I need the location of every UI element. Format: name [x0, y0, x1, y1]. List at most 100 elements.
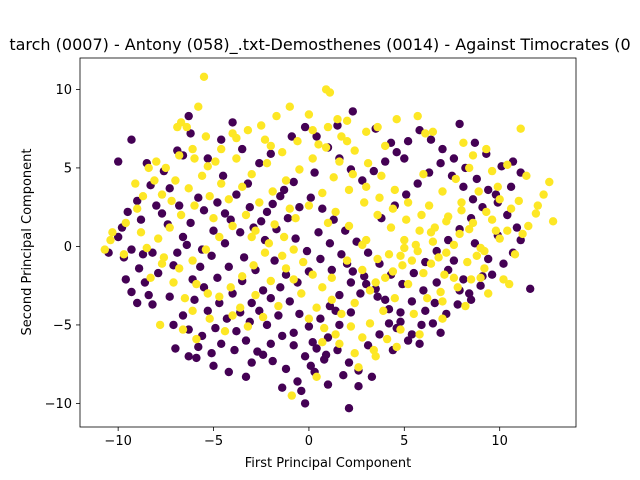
- scatter-point: [184, 184, 193, 193]
- scatter-point: [218, 171, 228, 180]
- scatter-point: [289, 245, 298, 254]
- scatter-point: [499, 275, 508, 284]
- scatter-point: [232, 190, 241, 199]
- scatter-point: [503, 226, 512, 235]
- scatter-point: [171, 344, 180, 353]
- scatter-point: [415, 226, 424, 235]
- scatter-point: [188, 144, 197, 154]
- scatter-point: [144, 290, 153, 300]
- scatter-point: [512, 223, 522, 232]
- scatter-point: [304, 201, 314, 210]
- scatter-point: [476, 273, 485, 282]
- scatter-point: [165, 184, 174, 193]
- scatter-point: [312, 132, 321, 141]
- scatter-point: [442, 217, 451, 226]
- scatter-point: [127, 135, 136, 144]
- scatter-point: [398, 261, 407, 270]
- scatter-point: [409, 309, 418, 319]
- scatter-point: [415, 330, 424, 339]
- scatter-point: [360, 272, 369, 281]
- scatter-point: [209, 361, 218, 370]
- scatter-point: [449, 154, 459, 163]
- scatter-point: [396, 308, 405, 317]
- scatter-point: [367, 372, 377, 381]
- scatter-point: [402, 190, 411, 199]
- scatter-point: [350, 298, 359, 308]
- scatter-point: [545, 177, 554, 187]
- scatter-point: [350, 349, 359, 358]
- scatter-point: [190, 154, 199, 163]
- scatter-point: [465, 289, 474, 298]
- scatter-point: [144, 163, 153, 173]
- scatter-point: [459, 182, 468, 191]
- scatter-point: [348, 267, 357, 276]
- scatter-point: [180, 294, 190, 303]
- scatter-point: [453, 300, 462, 309]
- points-layer: [100, 72, 558, 413]
- scatter-point: [358, 176, 367, 185]
- scatter-point: [134, 264, 144, 273]
- scatter-point: [419, 268, 428, 278]
- scatter-point: [215, 298, 224, 308]
- scatter-point: [281, 270, 291, 279]
- scatter-point: [217, 339, 226, 348]
- plot-frame: [79, 57, 577, 428]
- x-tick-label: 5: [400, 434, 408, 449]
- scatter-point: [451, 174, 460, 184]
- scatter-point: [457, 198, 466, 207]
- scatter-point: [316, 254, 325, 264]
- scatter-point: [300, 352, 310, 361]
- scatter-point: [238, 182, 247, 191]
- scatter-point: [215, 292, 224, 301]
- scatter-point: [192, 279, 201, 289]
- scatter-point: [278, 383, 287, 392]
- scatter-point: [131, 179, 140, 188]
- scatter-point: [325, 239, 335, 248]
- y-tick-label: 0: [64, 240, 72, 255]
- scatter-point: [207, 349, 216, 358]
- scatter-point: [138, 192, 148, 201]
- x-axis-ticks: −10 −5 0 5 10: [104, 427, 508, 449]
- scatter-point: [337, 250, 346, 259]
- scatter-point: [173, 248, 182, 257]
- scatter-point: [283, 214, 293, 223]
- scatter-point: [424, 201, 434, 210]
- scatter-point: [308, 270, 317, 279]
- scatter-point: [262, 207, 272, 217]
- scatter-point: [308, 154, 317, 163]
- scatter-point: [373, 210, 382, 220]
- scatter-point: [148, 248, 157, 257]
- scatter-point: [281, 264, 291, 273]
- scatter-point: [461, 301, 470, 311]
- scatter-point: [482, 207, 491, 217]
- scatter-point: [220, 239, 230, 248]
- scatter-point: [318, 338, 327, 347]
- scatter-point: [199, 283, 209, 292]
- scatter-point: [417, 210, 426, 220]
- scatter-point: [194, 193, 203, 202]
- scatter-point: [266, 141, 275, 151]
- scatter-point: [297, 386, 306, 396]
- scatter-point: [472, 251, 481, 260]
- scatter-point: [308, 126, 317, 135]
- scatter-point: [463, 257, 472, 267]
- scatter-point: [308, 338, 317, 347]
- scatter-point: [247, 298, 256, 308]
- scatter-point: [371, 278, 380, 287]
- scatter-point: [304, 110, 314, 119]
- scatter-point: [318, 283, 327, 292]
- scatter-point: [247, 358, 256, 367]
- scatter-point: [348, 170, 357, 179]
- scatter-point: [432, 246, 441, 256]
- scatter-point: [289, 328, 298, 337]
- scatter-point: [382, 334, 392, 344]
- scatter-point: [344, 185, 354, 195]
- scatter-point: [505, 279, 514, 289]
- scatter-point: [348, 107, 357, 116]
- scatter-point: [426, 228, 436, 237]
- scatter-point: [524, 221, 533, 231]
- scatter-point: [413, 111, 422, 121]
- scatter-point: [270, 220, 279, 229]
- scatter-point: [335, 157, 344, 166]
- scatter-point: [320, 323, 329, 333]
